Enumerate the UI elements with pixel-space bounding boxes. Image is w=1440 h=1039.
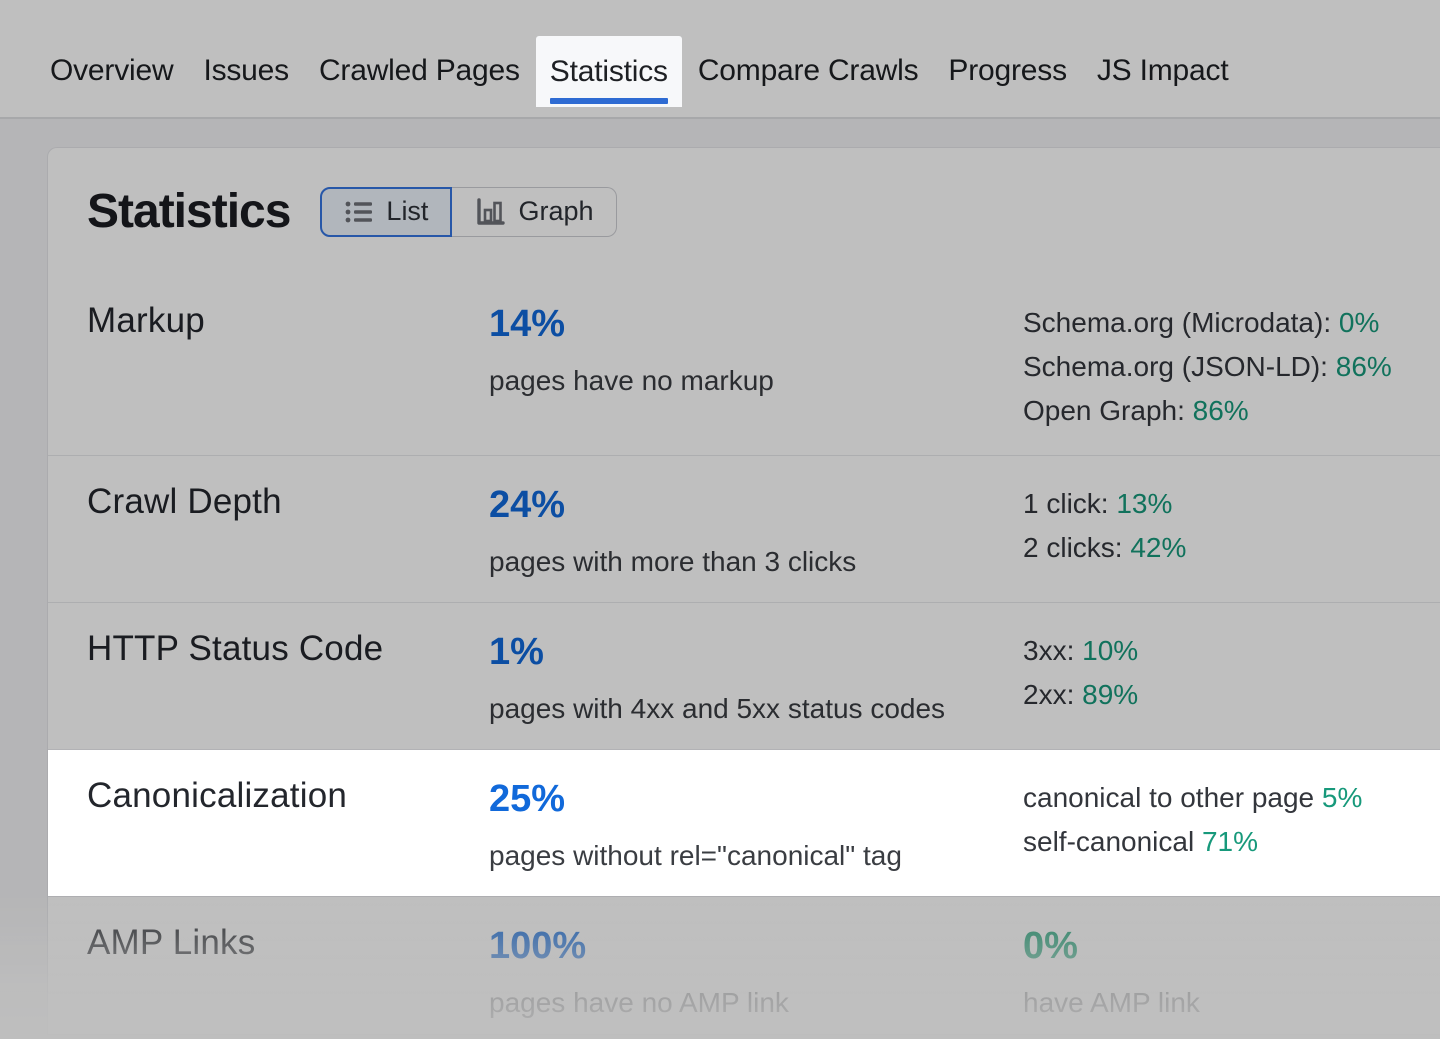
detail-label: self-canonical [1023, 826, 1195, 857]
stat-main-value[interactable]: 1% [489, 631, 544, 673]
stat-row-title: AMP Links [87, 923, 256, 962]
detail-value[interactable]: 42% [1130, 532, 1187, 563]
stat-main-block: 14% pages have no markup [489, 301, 1023, 433]
stat-row-amp-links: AMP Links 100% pages have no AMP link 0%… [48, 896, 1440, 1034]
stat-detail-line: 2xx: 89% [1023, 673, 1440, 717]
list-view-button[interactable]: List [320, 186, 453, 237]
stat-secondary-desc: have AMP link [1023, 987, 1200, 1018]
stat-row-title: Canonicalization [87, 776, 348, 815]
bar-chart-icon [474, 196, 506, 228]
stat-detail-block: Schema.org (Microdata): 0% Schema.org (J… [1023, 301, 1440, 433]
stat-detail-line: 2 clicks: 42% [1023, 526, 1440, 570]
detail-value[interactable]: 86% [1335, 351, 1392, 382]
stat-main-block: 1% pages with 4xx and 5xx status codes [489, 629, 1023, 727]
stat-detail-line: self-canonical 71% [1023, 820, 1440, 864]
detail-label: Schema.org (Microdata): [1023, 307, 1332, 338]
stat-detail-line: canonical to other page 5% [1023, 776, 1440, 820]
detail-label: canonical to other page [1023, 782, 1315, 813]
stat-row-crawl-depth: Crawl Depth 24% pages with more than 3 c… [48, 455, 1440, 602]
stat-detail-line: 3xx: 10% [1023, 629, 1440, 673]
detail-label: Schema.org (JSON-LD): [1023, 351, 1328, 382]
tab-statistics[interactable]: Statistics [535, 36, 682, 107]
tab-overview[interactable]: Overview [50, 53, 174, 87]
page-background: Statistics List [0, 119, 1440, 1035]
list-view-label: List [386, 196, 429, 226]
graph-view-label: Graph [518, 196, 594, 226]
detail-value[interactable]: 13% [1116, 488, 1173, 519]
stat-main-desc: pages with 4xx and 5xx status codes [489, 693, 946, 724]
stat-detail-line: 1 click: 13% [1023, 482, 1440, 526]
view-toggle: List Graph [320, 186, 617, 237]
stat-secondary-value[interactable]: 0% [1023, 925, 1078, 967]
stat-main-block: 24% pages with more than 3 clicks [489, 482, 1023, 580]
tab-compare-crawls[interactable]: Compare Crawls [697, 53, 919, 87]
stat-main-desc: pages without rel="canonical" tag [489, 840, 902, 871]
stat-detail-block: 3xx: 10% 2xx: 89% [1023, 629, 1440, 727]
stat-main-block: 100% pages have no AMP link [489, 923, 1023, 1021]
detail-label: 2xx: [1023, 679, 1075, 710]
stat-main-value[interactable]: 14% [489, 303, 566, 345]
stat-main-value[interactable]: 24% [489, 484, 566, 526]
stat-row-http-status: HTTP Status Code 1% pages with 4xx and 5… [48, 602, 1440, 749]
tab-js-impact[interactable]: JS Impact [1096, 53, 1229, 87]
site-audit-tab-bar: Overview Issues Crawled Pages Statistics… [0, 0, 1440, 119]
stat-detail-line: Schema.org (JSON-LD): 86% [1023, 345, 1440, 389]
stat-row-markup: Markup 14% pages have no markup Schema.o… [48, 275, 1440, 455]
detail-value[interactable]: 10% [1082, 635, 1139, 666]
stat-main-value[interactable]: 25% [489, 778, 566, 820]
detail-label: Open Graph: [1023, 395, 1185, 426]
stat-detail-line: Schema.org (Microdata): 0% [1023, 301, 1440, 345]
stat-main-desc: pages have no AMP link [489, 987, 789, 1018]
stat-row-title: Markup [87, 301, 205, 340]
graph-view-button[interactable]: Graph [452, 186, 617, 237]
detail-value[interactable]: 71% [1201, 826, 1259, 857]
tab-progress[interactable]: Progress [948, 53, 1067, 87]
stat-row-title: HTTP Status Code [87, 629, 384, 668]
detail-value[interactable]: 86% [1192, 395, 1249, 426]
stat-secondary-block: 0% have AMP link [1023, 923, 1440, 1021]
tab-issues[interactable]: Issues [203, 53, 289, 87]
statistics-card: Statistics List [47, 147, 1440, 1035]
detail-label: 1 click: [1023, 488, 1109, 519]
stat-main-block: 25% pages without rel="canonical" tag [489, 776, 1023, 874]
list-icon [344, 197, 374, 227]
tab-crawled-pages[interactable]: Crawled Pages [318, 53, 520, 87]
stat-main-value[interactable]: 100% [489, 925, 587, 967]
page-title: Statistics [87, 185, 291, 238]
detail-value[interactable]: 5% [1321, 782, 1363, 813]
stat-detail-block: canonical to other page 5% self-canonica… [1023, 776, 1440, 874]
stat-detail-block: 1 click: 13% 2 clicks: 42% [1023, 482, 1440, 580]
detail-label: 3xx: [1023, 635, 1075, 666]
statistics-list: Markup 14% pages have no markup Schema.o… [48, 275, 1440, 1034]
stat-row-title: Crawl Depth [87, 482, 282, 521]
stat-main-desc: pages have no markup [489, 365, 774, 396]
detail-label: 2 clicks: [1023, 532, 1123, 563]
detail-value[interactable]: 89% [1082, 679, 1139, 710]
stat-main-desc: pages with more than 3 clicks [489, 546, 857, 577]
card-header: Statistics List [48, 148, 1440, 239]
detail-value[interactable]: 0% [1338, 307, 1380, 338]
stat-detail-line: Open Graph: 86% [1023, 389, 1440, 433]
stat-row-canonicalization: Canonicalization 25% pages without rel="… [48, 749, 1440, 896]
